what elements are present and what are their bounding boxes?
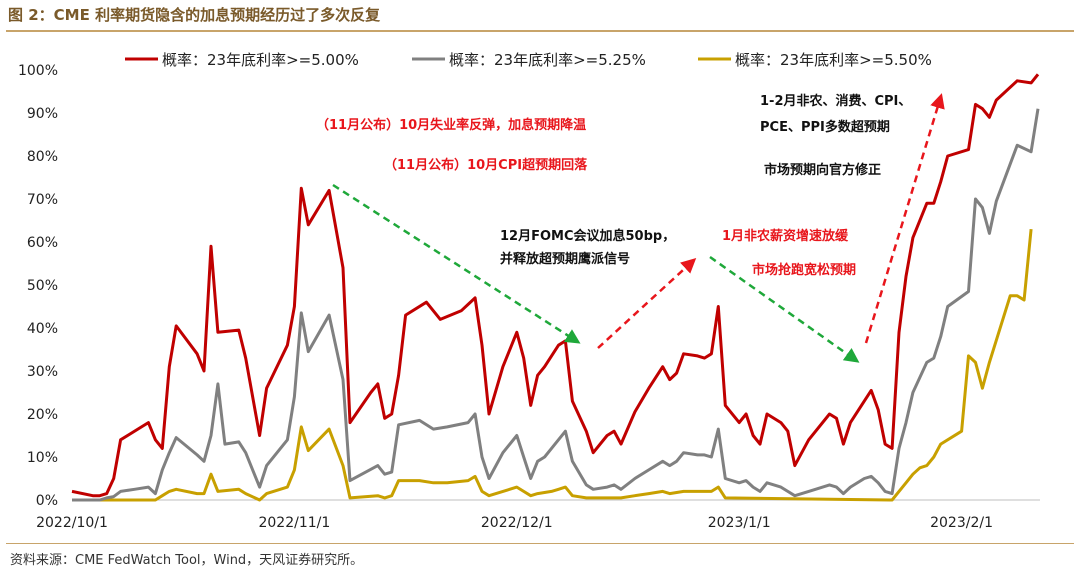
x-tick-label: 2022/12/1 xyxy=(481,515,553,531)
x-tick-label: 2022/11/1 xyxy=(258,515,330,531)
y-tick-label: 0% xyxy=(36,493,58,509)
legend-label-550: 概率：23年底利率>=5.50% xyxy=(735,51,932,69)
series-lines xyxy=(71,73,1040,502)
annotations: （11月公布）10月失业率反弹，加息预期降温 （11月公布）10月CPI超预期回… xyxy=(316,93,911,278)
y-tick-label: 50% xyxy=(27,278,58,294)
annotation-fomc-1: 12月FOMC会议加息50bp， xyxy=(500,228,675,244)
figure-title: 图 2：CME 利率期货隐含的加息预期经历过了多次反复 xyxy=(8,6,381,24)
annotation-beat-1: 1-2月非农、消费、CPI、 xyxy=(760,93,911,109)
y-tick-label: 90% xyxy=(27,106,58,122)
y-tick-label: 30% xyxy=(27,364,58,380)
bottom-rule xyxy=(6,543,1074,544)
y-axis: 0% 10% 20% 30% 40% 50% 60% 70% 80% 90% 100% xyxy=(18,63,58,509)
arrow-up-1 xyxy=(597,257,697,349)
annotation-cpi-oct: （11月公布）10月CPI超预期回落 xyxy=(384,157,588,173)
y-tick-label: 40% xyxy=(27,321,58,337)
y-tick-label: 20% xyxy=(27,407,58,423)
legend: 概率：23年底利率>=5.00% 概率：23年底利率>=5.25% 概率：23年… xyxy=(125,51,932,69)
x-tick-label: 2023/1/1 xyxy=(708,515,771,531)
source-note: 资料来源：CME FedWatch Tool，Wind，天风证券研究所。 xyxy=(10,553,364,568)
y-tick-label: 70% xyxy=(27,192,58,208)
series-line-550 xyxy=(72,228,1033,502)
y-tick-label: 10% xyxy=(27,450,58,466)
chart: 概率：23年底利率>=5.00% 概率：23年底利率>=5.25% 概率：23年… xyxy=(18,51,1040,531)
x-tick-label: 2023/2/1 xyxy=(930,515,993,531)
annotation-nfp-wage: 1月非农薪资增速放缓 xyxy=(722,228,849,244)
annotation-unemployment: （11月公布）10月失业率反弹，加息预期降温 xyxy=(316,117,586,133)
annotation-easing: 市场抢跑宽松预期 xyxy=(752,262,856,278)
series-line-525 xyxy=(72,108,1040,502)
y-tick-label: 80% xyxy=(27,149,58,165)
y-tick-label: 100% xyxy=(18,63,58,79)
y-tick-label: 60% xyxy=(27,235,58,251)
arrow-down-2 xyxy=(709,255,860,363)
annotation-beat-2: PCE、PPI多数超预期 xyxy=(760,119,890,135)
title-rule xyxy=(6,30,1074,32)
annotation-fomc-2: 并释放超预期鹰派信号 xyxy=(500,251,630,267)
x-axis: 2022/10/1 2022/11/1 2022/12/1 2023/1/1 2023/… xyxy=(36,515,993,531)
arrow-down-1 xyxy=(332,183,581,344)
x-tick-label: 2022/10/1 xyxy=(36,515,108,531)
annotation-revision: 市场预期向官方修正 xyxy=(764,162,881,178)
legend-label-500: 概率：23年底利率>=5.00% xyxy=(162,51,359,69)
legend-label-525: 概率：23年底利率>=5.25% xyxy=(449,51,646,69)
trend-arrows xyxy=(332,93,945,363)
series-line-500 xyxy=(71,73,1040,498)
